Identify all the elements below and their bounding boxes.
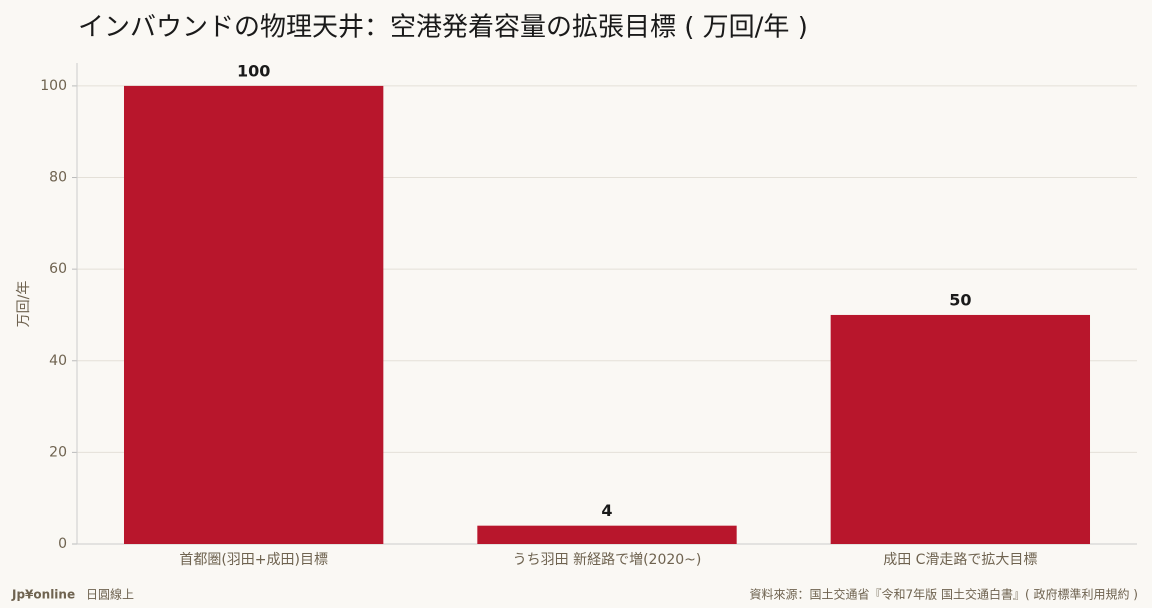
y-tick-label: 40 <box>49 353 67 369</box>
value-label: 50 <box>949 290 971 309</box>
brand-sub: 日圓線上 <box>86 587 134 602</box>
x-tick-label: うち羽田 新経路で増(2020~) <box>513 552 702 568</box>
bar <box>123 85 384 545</box>
brand: Jp¥online <box>11 588 75 602</box>
y-tick-label: 60 <box>49 261 67 277</box>
y-axis-label: 万回/年 <box>16 281 32 328</box>
y-tick-label: 0 <box>58 536 67 552</box>
value-label: 4 <box>601 501 612 520</box>
chart-title: インバウンドの物理天井：空港発着容量の拡張目標 ( 万回/年 ) <box>78 13 808 43</box>
y-tick-label: 100 <box>40 78 67 94</box>
x-tick-label: 首都圏(羽田+成田)目標 <box>179 552 328 568</box>
bar <box>477 525 737 544</box>
y-tick-label: 20 <box>49 444 67 460</box>
bar <box>830 314 1091 544</box>
source: 資料來源：国土交通省『令和7年版 国土交通白書』( 政府標準利用規約 ) <box>750 587 1138 602</box>
y-tick-label: 80 <box>49 170 67 186</box>
value-label: 100 <box>237 61 270 80</box>
x-tick-label: 成田 C滑走路で拡大目標 <box>883 551 1037 568</box>
